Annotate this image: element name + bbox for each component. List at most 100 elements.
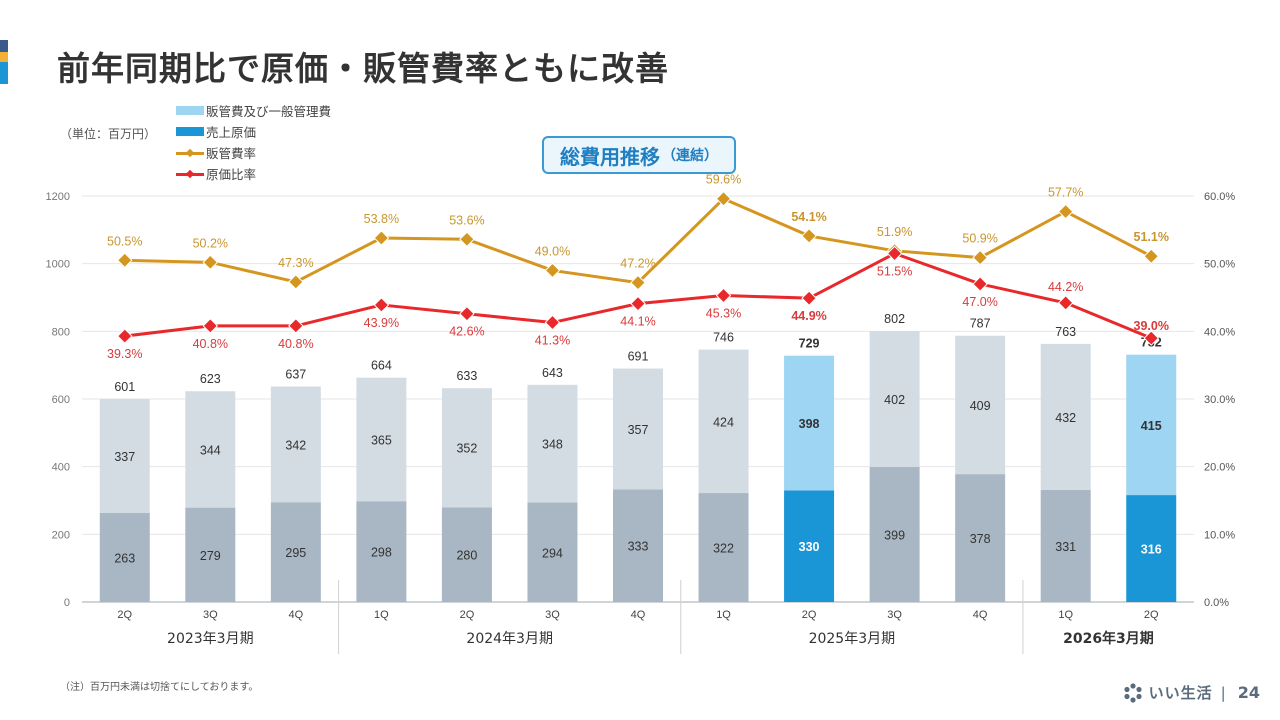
cost-ratio-data-label: 41.3%: [535, 334, 570, 348]
bar-label-sga: 424: [713, 415, 734, 429]
cost-ratio-marker: [459, 305, 475, 322]
sga-ratio-data-label: 50.2%: [193, 236, 228, 250]
bar-label-cogs: 399: [884, 529, 905, 543]
bar-total-label: 746: [713, 331, 734, 345]
bar-sga: [441, 388, 492, 508]
bar-total-label: 623: [200, 372, 221, 386]
bar-sga: [1040, 343, 1091, 491]
y-left-tick-label: 400: [52, 462, 70, 474]
legend-line-cost-ratio: [176, 167, 204, 181]
bar-label-sga: 357: [628, 423, 649, 437]
cost-ratio-marker: [373, 297, 390, 313]
bar-label-sga: 398: [799, 417, 820, 431]
footnote: （注）百万円未満は切捨てにしております。: [60, 682, 259, 693]
x-tick-label: 4Q: [631, 609, 646, 621]
sga-ratio-data-label: 47.3%: [278, 256, 313, 270]
sga-ratio-marker: [1057, 203, 1074, 220]
y-left-tick-label: 600: [52, 394, 70, 406]
brand-name: いい生活: [1148, 684, 1213, 702]
sga-ratio-marker: [288, 274, 304, 290]
chart-title-main: 総費用推移: [560, 144, 660, 169]
y-left-tick-label: 800: [52, 326, 70, 338]
legend-line-sga-ratio: [176, 146, 204, 160]
bar-label-sga: 342: [285, 438, 306, 452]
legend-swatch-cogs: [176, 127, 204, 136]
sga-ratio-data-label: 49.0%: [535, 244, 570, 258]
legend-label-sga-ratio: 販管費率: [206, 146, 257, 161]
cost-ratio-marker: [715, 287, 732, 304]
x-group-label: 2023年3月期: [167, 631, 254, 647]
footer: いい生活 | 24: [1123, 682, 1260, 703]
y-right-tick-label: 10.0%: [1204, 529, 1235, 541]
bar-cogs: [784, 490, 835, 602]
bar-label-sga: 409: [970, 399, 991, 413]
bar-sga: [356, 377, 407, 502]
cost-ratio-marker: [972, 276, 988, 292]
accent-bar-navy: [0, 40, 8, 52]
bar-cogs: [955, 474, 1006, 602]
bar-label-sga: 348: [542, 438, 563, 452]
sga-ratio-data-label: 53.8%: [364, 212, 399, 226]
bar-label-sga: 344: [200, 443, 221, 457]
bar-label-sga: 337: [114, 450, 135, 464]
cost-ratio-data-label: 42.6%: [449, 325, 484, 339]
legend-item-cost-ratio: 原価比率: [176, 163, 331, 184]
bar-sga: [99, 399, 150, 514]
x-tick-label: 2Q: [1144, 609, 1159, 621]
legend-label-cogs: 売上原価: [206, 125, 257, 140]
x-tick-label: 1Q: [374, 609, 389, 621]
x-group-label: 2024年3月期: [466, 631, 553, 647]
sga-ratio-data-label: 51.1%: [1134, 230, 1169, 244]
bar-label-cogs: 330: [799, 540, 820, 554]
y-right-tick-label: 50.0%: [1204, 259, 1235, 271]
bar-cogs: [698, 493, 749, 602]
legend-item-sga-ratio: 販管費率: [176, 142, 331, 163]
bar-total-label: 601: [114, 380, 135, 394]
bar-label-cogs: 333: [628, 540, 649, 554]
bar-total-label: 691: [628, 350, 649, 364]
sga-ratio-marker: [373, 230, 390, 246]
cost-ratio-data-label: 44.1%: [620, 315, 655, 329]
legend-item-sga: 販管費及び一般管理費: [176, 100, 331, 121]
x-tick-label: 4Q: [973, 609, 988, 621]
bar-sga: [955, 335, 1006, 475]
legend-swatch-sga: [176, 106, 204, 115]
cost-ratio-data-label: 40.8%: [278, 337, 313, 351]
sga-ratio-data-label: 50.9%: [962, 232, 997, 246]
chart-legend: 販管費及び一般管理費 売上原価 販管費率 原価比率: [176, 100, 331, 184]
bar-label-sga: 352: [456, 442, 477, 456]
footer-separator: |: [1220, 683, 1226, 702]
y-right-tick-label: 40.0%: [1204, 326, 1235, 338]
sga-ratio-data-label: 53.6%: [449, 213, 484, 227]
sga-ratio-data-label: 51.9%: [877, 225, 912, 239]
bar-sga: [1126, 354, 1177, 496]
bar-sga: [784, 355, 835, 491]
cost-ratio-marker: [1143, 330, 1160, 346]
sga-ratio-marker: [116, 252, 133, 269]
sga-ratio-marker: [459, 231, 475, 248]
bar-sga: [270, 386, 321, 503]
sga-ratio-data-label: 57.7%: [1048, 186, 1083, 200]
cost-ratio-data-label: 47.0%: [962, 295, 997, 309]
y-left-tick-label: 1000: [46, 259, 70, 271]
bar-label-cogs: 298: [371, 546, 392, 560]
cost-ratio-data-label: 39.0%: [1134, 319, 1169, 333]
bar-cogs: [869, 467, 920, 602]
bar-cogs: [185, 507, 236, 602]
brand-logo-icon: [1124, 682, 1142, 703]
bar-total-label: 633: [456, 369, 477, 383]
legend-label-sga: 販管費及び一般管理費: [206, 104, 332, 119]
cost-ratio-data-label: 44.9%: [791, 309, 826, 323]
cost-ratio-data-label: 39.3%: [107, 347, 142, 361]
bar-label-cogs: 322: [713, 542, 734, 556]
x-tick-label: 2Q: [460, 609, 475, 621]
x-group-label: 2025年3月期: [809, 631, 896, 647]
chart-title-sub: （連結）: [662, 148, 718, 164]
bar-cogs: [99, 513, 150, 602]
bar-total-label: 643: [542, 366, 563, 380]
bar-total-label: 664: [371, 359, 392, 373]
cost-ratio-data-label: 44.2%: [1048, 280, 1083, 294]
x-tick-label: 1Q: [1058, 609, 1073, 621]
cost-ratio-marker: [288, 318, 304, 334]
